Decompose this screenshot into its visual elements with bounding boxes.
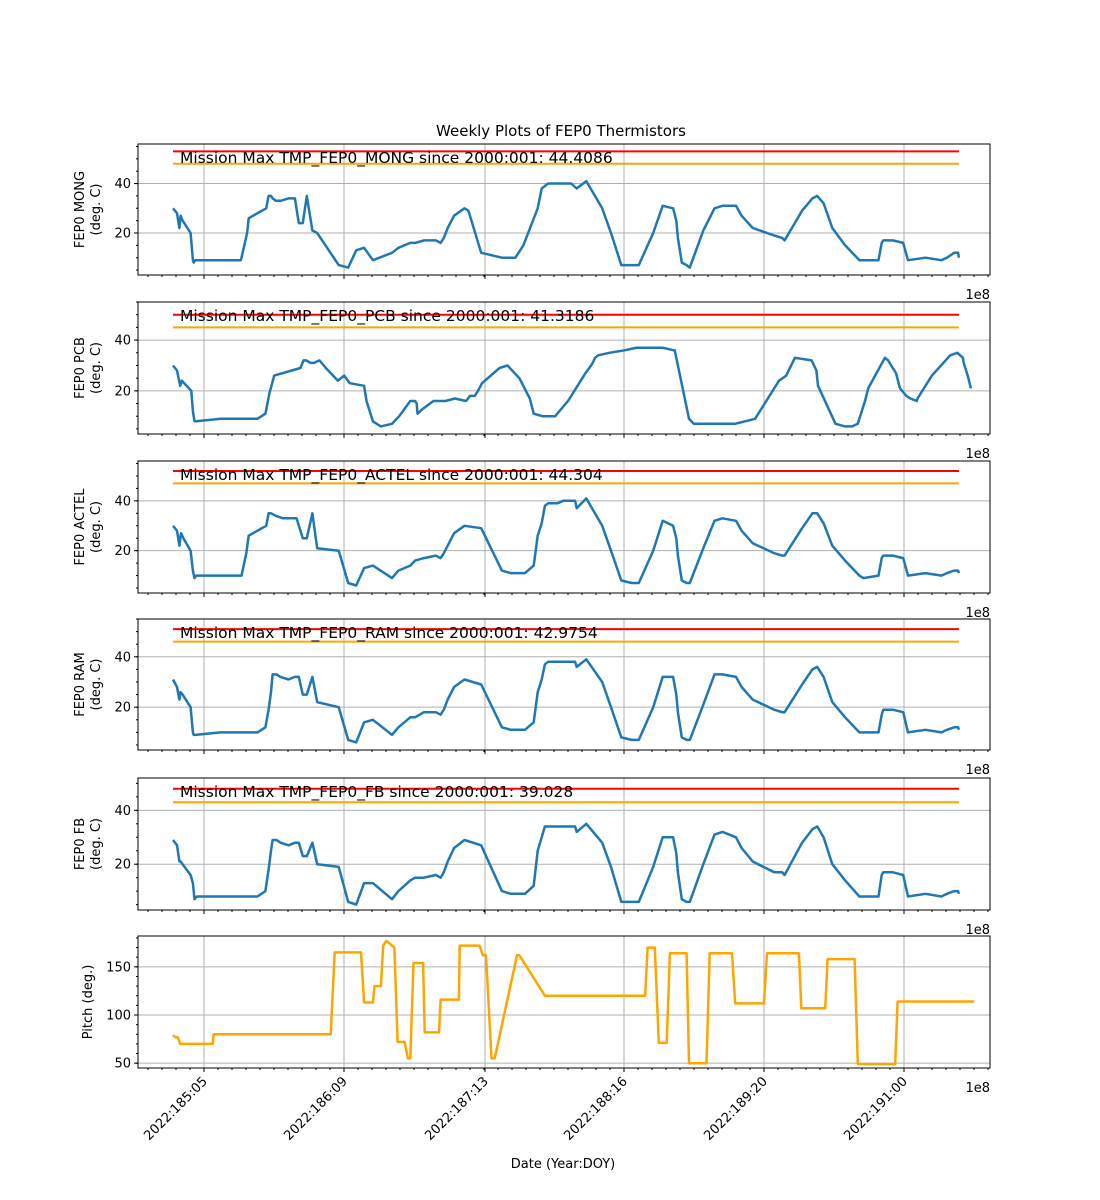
temperature-series-line (172, 822, 961, 906)
y-axis-label: FEP0 FB (73, 818, 88, 870)
y-tick-label: 40 (114, 494, 131, 509)
mission-max-annotation: Mission Max TMP_FEP0_MONG since 2000:001… (180, 149, 613, 168)
panel-4: 20 40 FEP0 RAM (deg. C) Mission Max TMP_FEP0… (73, 618, 991, 778)
y-tick-label: 40 (114, 177, 131, 192)
mission-max-annotation: Mission Max TMP_FEP0_PCB since 2000:001:… (180, 307, 594, 326)
y-axis-label: (deg. C) (89, 501, 104, 553)
x-tick-label: 2022:191:00 (841, 1074, 910, 1143)
y-axis-label: (deg. C) (89, 818, 104, 870)
x-tick-label: 2022:187:13 (422, 1074, 491, 1143)
y-tick-label: 20 (114, 544, 131, 559)
y-axis-label: (deg. C) (89, 184, 104, 236)
y-axis-label: FEP0 MONG (73, 171, 88, 248)
x-offset-label: 1e8 (965, 288, 990, 303)
y-tick-label: 150 (106, 960, 131, 975)
y-axis-label: Pitch (deg.) (81, 965, 96, 1040)
axes-frame (137, 301, 991, 435)
x-offset-label: 1e8 (965, 606, 990, 621)
x-offset-label: 1e8 (965, 923, 990, 938)
y-tick-label: 20 (114, 701, 131, 716)
y-tick-label: 20 (114, 858, 131, 873)
x-tick-label: 2022:189:20 (701, 1074, 770, 1143)
x-offset-label: 1e8 (965, 447, 990, 462)
panel-5: 20 40 FEP0 FB (deg. C) Mission Max TMP_FEP0_… (73, 777, 991, 938)
y-tick-label: 40 (114, 650, 131, 665)
x-tick-label: 2022:185:05 (141, 1074, 210, 1143)
y-tick-label: 50 (114, 1057, 131, 1072)
y-axis-label: FEP0 PCB (73, 337, 88, 399)
x-tick-label: 2022:188:16 (561, 1074, 630, 1143)
y-axis-label: (deg. C) (89, 342, 104, 394)
x-offset-label: 1e8 (965, 1081, 990, 1096)
x-offset-label: 1e8 (965, 763, 990, 778)
temperature-series-line (172, 179, 961, 269)
axes-frame (137, 777, 991, 911)
panel-3: 20 40 FEP0 ACTEL (deg. C) Mission Max TMP_FE… (73, 460, 991, 621)
axes-frame (137, 143, 991, 276)
panel-6: 50 100 150 Pitch (deg.) 1e8 (81, 935, 991, 1096)
y-tick-label: 20 (114, 226, 131, 241)
temperature-series-line (172, 346, 973, 428)
mission-max-annotation: Mission Max TMP_FEP0_FB since 2000:001: … (180, 783, 573, 802)
y-tick-label: 100 (106, 1009, 131, 1024)
panel-2: 20 40 FEP0 PCB (deg. C) Mission Max TMP_FEP0… (73, 301, 991, 462)
temperature-series-line (172, 497, 961, 587)
temperature-series-line (171, 658, 961, 744)
y-axis-label: FEP0 RAM (73, 652, 88, 717)
panel-1: 20 40 FEP0 MONG (deg. C) Mission Max TMP_FEP… (73, 143, 991, 303)
y-tick-label: 40 (114, 804, 131, 819)
mission-max-annotation: Mission Max TMP_FEP0_ACTEL since 2000:00… (180, 466, 603, 485)
axes-frame (137, 618, 991, 751)
y-tick-label: 40 (114, 334, 131, 349)
pitch-series-line (172, 939, 975, 1066)
x-tick-label: 2022:186:09 (281, 1074, 350, 1143)
chart-title: Weekly Plots of FEP0 Thermistors (436, 122, 686, 140)
axes-frame (137, 460, 991, 594)
y-tick-label: 20 (114, 384, 131, 399)
mission-max-annotation: Mission Max TMP_FEP0_RAM since 2000:001:… (180, 624, 598, 643)
x-axis-label: Date (Year:DOY) (511, 1157, 616, 1172)
y-axis-label: FEP0 ACTEL (73, 488, 88, 566)
y-axis-label: (deg. C) (89, 659, 104, 711)
axes-frame (137, 935, 991, 1069)
